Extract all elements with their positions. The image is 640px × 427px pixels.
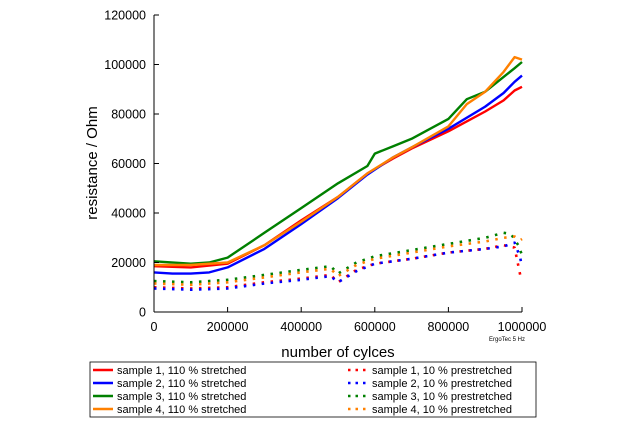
series-line-8 [153,235,523,287]
annotation-note: ErgoTec 5 Hz [489,337,525,343]
y-tick-label: 40000 [111,207,146,221]
y-tick-label: 80000 [111,108,146,122]
legend-label: sample 3, 110 % stretched [117,391,246,403]
y-tick-label: 120000 [104,9,146,23]
legend-label: sample 4, 110 % stretched [117,404,246,416]
series-line-4 [154,55,523,267]
series-line-6 [153,241,524,292]
legend-label: sample 3, 10 % prestretched [372,391,512,403]
legend-label: sample 2, 110 % stretched [117,378,246,390]
series-line-3 [153,61,523,265]
y-tick-label: 100000 [104,58,146,72]
x-tick-label: 400000 [280,320,322,334]
y-ticks: 0 20000 40000 60000 80000 100000 120000 [104,9,159,320]
x-ticks: 0 200000 400000 600000 800000 1000000 [151,307,547,334]
legend-label: sample 1, 10 % prestretched [372,365,512,377]
x-tick-label: 600000 [354,320,396,334]
x-tick-label: 200000 [207,320,249,334]
x-tick-label: 800000 [428,320,470,334]
axes [153,15,522,313]
legend-label: sample 1, 110 % stretched [117,365,246,377]
y-tick-label: 20000 [111,256,146,270]
x-axis-title: number of cylces [281,344,394,361]
series-line-7 [153,231,524,284]
x-tick-label: 0 [151,320,158,334]
series-line-1 [153,85,523,269]
y-axis-title: resistance / Ohm [84,106,101,219]
legend-label: sample 4, 10 % prestretched [372,404,512,416]
series-layer [153,55,524,292]
legend-box [89,361,537,418]
y-tick-label: 60000 [111,157,146,171]
legend-label: sample 2, 10 % prestretched [372,378,512,390]
x-tick-label: 1000000 [498,320,547,334]
y-tick-label: 0 [139,306,146,320]
